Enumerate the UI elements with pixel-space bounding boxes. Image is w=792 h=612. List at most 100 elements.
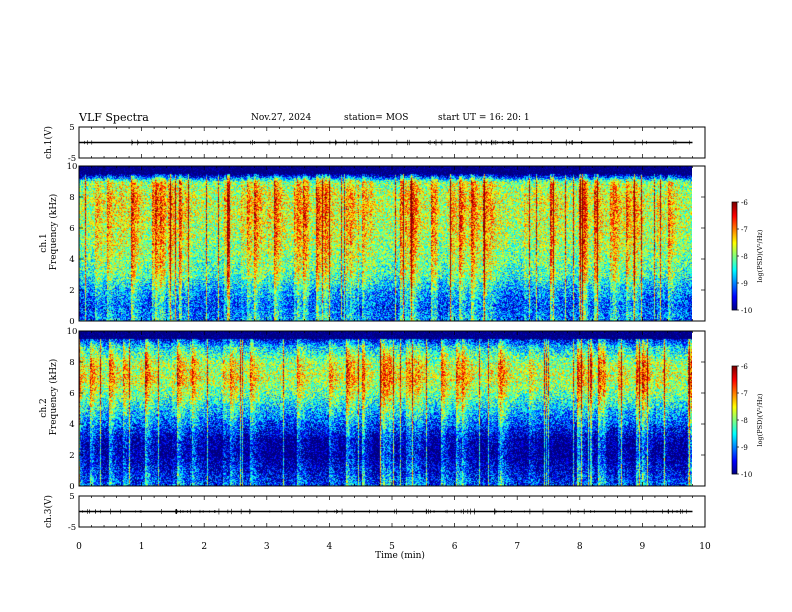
ch1-colorbar-swatch (732, 228, 737, 230)
ch2-colorbar-swatch (732, 433, 737, 435)
ch2-colorbar-swatch (732, 466, 737, 468)
ch2-colorbar-swatch (732, 440, 737, 442)
ch2-colorbar-swatch (732, 460, 737, 462)
ch1-colorbar-swatch (732, 212, 737, 214)
ch1-colorbar-swatch (732, 309, 737, 311)
ch1-colorbar-swatch (732, 222, 737, 224)
ch2-colorbar-swatch (732, 415, 737, 417)
ch1-colorbar-swatch (732, 210, 737, 212)
ch1-colorbar-swatch (732, 273, 737, 275)
ch2-colorbar-swatch (732, 383, 737, 385)
ch1-colorbar-swatch (732, 255, 737, 257)
ch1-colorbar-swatch (732, 260, 737, 262)
ch2-colorbar-swatch (732, 453, 737, 455)
ch1-colorbar-swatch (732, 279, 737, 281)
ch1-colorbar-swatch (732, 243, 737, 245)
ch1-colorbar-swatch (732, 252, 737, 254)
ch2-colorbar-swatch (732, 432, 737, 434)
ch2-colorbar-swatch (732, 414, 737, 416)
ch1-colorbar-swatch (732, 248, 737, 250)
ch2-colorbar-swatch (732, 366, 737, 368)
ch2-colorbar-swatch (732, 370, 737, 372)
ch2-colorbar-swatch (732, 456, 737, 458)
ch2-colorbar-tick-label: -10 (741, 471, 752, 479)
ch2-spectrogram-ylabel-frequency: Frequency (kHz) (48, 359, 59, 436)
ch2-colorbar-swatch (732, 452, 737, 454)
ch1-spectrogram-ylabel-channel: ch.1 (39, 233, 49, 252)
ch2-colorbar-swatch (732, 421, 737, 423)
ch1-colorbar-swatch (732, 289, 737, 291)
ch1-colorbar-swatch (732, 304, 737, 306)
ch1-colorbar-swatch (732, 288, 737, 290)
ch2-colorbar-swatch (732, 385, 737, 387)
ch3-waveform-ylabel: ch.3(V) (43, 495, 54, 528)
ch1-colorbar-swatch (732, 206, 737, 208)
ch1-colorbar-swatch (732, 271, 737, 273)
ch2-colorbar-swatch (732, 470, 737, 472)
ch1-colorbar-swatch (732, 307, 737, 309)
ch2-colorbar-tick-label: -8 (741, 417, 748, 425)
ch1-colorbar-swatch (732, 305, 737, 307)
ch1-colorbar-swatch (732, 202, 737, 204)
ch1-colorbar-swatch (732, 219, 737, 221)
ch2-colorbar-swatch (732, 427, 737, 429)
ch1-colorbar-swatch (732, 300, 737, 302)
ch1-colorbar-label: log(PSD)(V²/Hz) (756, 229, 764, 282)
ch1-colorbar-swatch (732, 247, 737, 249)
ch2-colorbar-swatch (732, 387, 737, 389)
x-tick-label: 0 (76, 542, 82, 552)
ch2-colorbar-swatch (732, 409, 737, 411)
ch2-spectrogram-panel-ytick-label: 8 (69, 358, 74, 368)
ch1-colorbar-swatch (732, 292, 737, 294)
ch2-colorbar-swatch (732, 372, 737, 374)
ch2-colorbar-swatch (732, 375, 737, 377)
ch1-colorbar-swatch (732, 253, 737, 255)
ch1-colorbar-swatch (732, 278, 737, 280)
ch1-spectrogram-panel-ytick-label: 8 (69, 193, 74, 203)
ch1-colorbar-swatch (732, 224, 737, 226)
ch2-colorbar-swatch (732, 416, 737, 418)
ch2-colorbar-swatch (732, 405, 737, 407)
ch1-colorbar-tick-label: -8 (741, 253, 748, 261)
ch1-colorbar-swatch (732, 209, 737, 211)
ch2-spectrogram-panel-ytick-label: 2 (69, 451, 74, 461)
ch1-colorbar-swatch (732, 303, 737, 305)
ch2-colorbar-swatch (732, 436, 737, 438)
ch1-colorbar-swatch (732, 280, 737, 282)
ch2-colorbar-swatch (732, 447, 737, 449)
ch2-spectrogram-panel-ytick-label: 10 (67, 327, 78, 337)
x-tick-label: 3 (264, 542, 270, 552)
ch2-colorbar-swatch (732, 445, 737, 447)
ch2-colorbar-swatch (732, 369, 737, 371)
ch1-colorbar-swatch (732, 232, 737, 234)
ch1-colorbar-swatch (732, 214, 737, 216)
ch2-colorbar-swatch (732, 404, 737, 406)
ch2-colorbar-swatch (732, 367, 737, 369)
ch2-colorbar-swatch (732, 430, 737, 432)
ch2-colorbar-swatch (732, 434, 737, 436)
ch2-colorbar-swatch (732, 392, 737, 394)
ch2-colorbar-swatch (732, 419, 737, 421)
ch1-colorbar-swatch (732, 267, 737, 269)
ch1-colorbar-swatch (732, 246, 737, 248)
ch1-colorbar-swatch (732, 254, 737, 256)
figure-title: VLF Spectra (79, 111, 149, 124)
ch1-colorbar-swatch (732, 215, 737, 217)
ch2-colorbar-swatch (732, 408, 737, 410)
ch1-colorbar-swatch (732, 230, 737, 232)
start-time-label: start UT = 16: 20: 1 (438, 113, 530, 123)
ch3-waveform-panel-ytick-label: 5 (69, 492, 74, 502)
ch2-colorbar-swatch (732, 368, 737, 370)
ch2-colorbar-swatch (732, 425, 737, 427)
ch2-colorbar-swatch (732, 463, 737, 465)
ch2-colorbar-swatch (732, 394, 737, 396)
ch2-colorbar-swatch (732, 397, 737, 399)
ch2-colorbar-swatch (732, 442, 737, 444)
ch1-colorbar-swatch (732, 299, 737, 301)
ch2-colorbar-swatch (732, 412, 737, 414)
ch2-colorbar-swatch (732, 448, 737, 450)
x-tick-label: 4 (327, 542, 333, 552)
ch1-colorbar-swatch (732, 297, 737, 299)
ch1-spectrogram-panel-ytick-label: 6 (69, 224, 74, 234)
